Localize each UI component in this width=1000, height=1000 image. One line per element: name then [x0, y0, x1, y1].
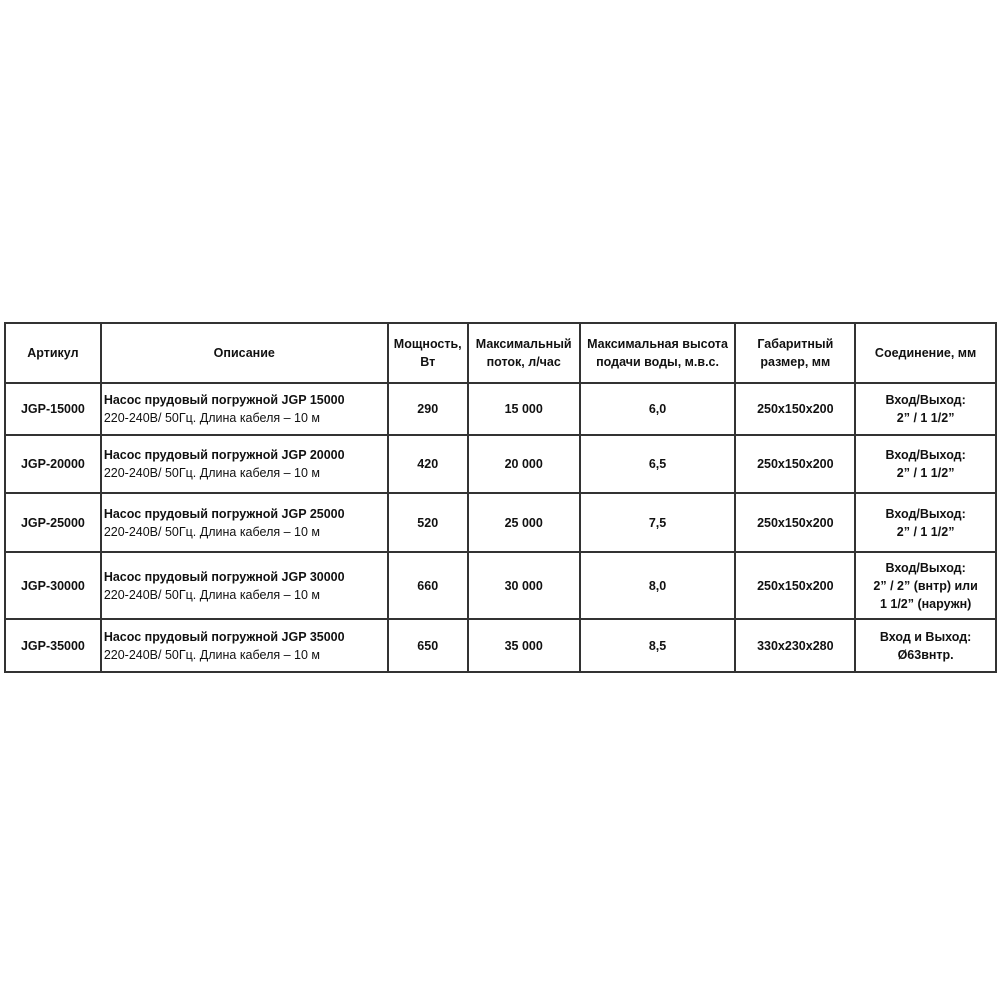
flow-cell: 25 000 [466, 492, 581, 553]
connection-line: Ø63внтр. [897, 647, 954, 662]
connection-line: Вход/Выход: [885, 560, 966, 575]
header-power: Мощность, Вт [386, 322, 469, 384]
power-cell: 290 [386, 382, 469, 436]
sku-cell: JGP-35000 [4, 618, 102, 673]
connection-line: Вход и Выход: [879, 629, 972, 644]
connection-line: 2” / 2” (внтр) или [873, 578, 978, 593]
flow-cell: 15 000 [466, 382, 581, 436]
header-description: Описание [99, 322, 389, 384]
connection-line: 2” / 1 1/2” [896, 411, 955, 425]
size-cell: 330x230x280 [734, 618, 857, 673]
table-row: JGP-35000 Насос прудовый погружной JGP 35… [4, 618, 997, 673]
connection-line: Вход/Выход: [885, 448, 966, 462]
description-cell: Насос прудовый погружной JGP 20000 220-24… [99, 434, 389, 494]
size-cell: 250x150x200 [734, 434, 857, 494]
table-row: JGP-30000 Насос прудовый погружной JGP 30… [4, 551, 997, 620]
description-cell: Насос прудовый погружной JGP 30000 220-24… [99, 551, 389, 620]
header-size: Габаритный размер, мм [734, 322, 857, 384]
description-sub: 220-240В/ 50Гц. Длина кабеля – 10 м [103, 587, 320, 602]
power-cell: 650 [386, 618, 469, 673]
table-row: JGP-25000 Насос прудовый погружной JGP 25… [4, 492, 997, 553]
description-title: Насос прудовый погружной JGP 30000 [103, 569, 345, 584]
description-cell: Насос прудовый погружной JGP 25000 220-24… [99, 492, 389, 553]
description-sub: 220-240В/ 50Гц. Длина кабеля – 10 м [103, 411, 320, 425]
connection-cell: Вход и Выход: Ø63внтр. [854, 618, 997, 673]
connection-cell: Вход/Выход: 2” / 1 1/2” [854, 492, 997, 553]
header-connection: Соединение, мм [854, 322, 997, 384]
height-cell: 6,0 [578, 382, 737, 436]
size-cell: 250x150x200 [734, 492, 857, 553]
height-cell: 8,0 [578, 551, 737, 620]
description-title: Насос прудовый погружной JGP 20000 [103, 448, 345, 462]
connection-line: 2” / 1 1/2” [896, 524, 955, 539]
header-height: Максимальная высота подачи воды, м.в.с. [578, 322, 737, 384]
description-title: Насос прудовый погружной JGP 25000 [103, 506, 345, 521]
connection-line: 2” / 1 1/2” [896, 466, 955, 480]
power-cell: 420 [386, 434, 469, 494]
flow-cell: 20 000 [466, 434, 581, 494]
connection-cell: Вход/Выход: 2” / 1 1/2” [854, 434, 997, 494]
header-sku: Артикул [4, 322, 102, 384]
size-cell: 250x150x200 [734, 382, 857, 436]
description-cell: Насос прудовый погружной JGP 35000 220-24… [99, 618, 389, 673]
connection-cell: Вход/Выход: 2” / 1 1/2” [854, 382, 997, 436]
description-sub: 220-240В/ 50Гц. Длина кабеля – 10 м [103, 647, 320, 662]
description-title: Насос прудовый погружной JGP 35000 [103, 629, 345, 644]
connection-cell: Вход/Выход: 2” / 2” (внтр) или 1 1/2” (нар… [854, 551, 997, 620]
description-cell: Насос прудовый погружной JGP 15000 220-24… [99, 382, 389, 436]
header-flow: Максимальный поток, л/час [466, 322, 581, 384]
header-row: Артикул Описание Мощность, Вт Максимальн… [4, 322, 997, 384]
description-title: Насос прудовый погружной JGP 15000 [103, 393, 345, 407]
sku-cell: JGP-20000 [4, 434, 102, 494]
height-cell: 6,5 [578, 434, 737, 494]
size-cell: 250x150x200 [734, 551, 857, 620]
pump-spec-table: Артикул Описание Мощность, Вт Максимальн… [4, 322, 997, 673]
sku-cell: JGP-15000 [4, 382, 102, 436]
description-sub: 220-240В/ 50Гц. Длина кабеля – 10 м [103, 466, 320, 480]
power-cell: 660 [386, 551, 469, 620]
power-cell: 520 [386, 492, 469, 553]
flow-cell: 35 000 [466, 618, 581, 673]
table-row: JGP-15000 Насос прудовый погружной JGP 15… [4, 382, 997, 436]
flow-cell: 30 000 [466, 551, 581, 620]
height-cell: 8,5 [578, 618, 737, 673]
height-cell: 7,5 [578, 492, 737, 553]
connection-line: 1 1/2” (наружн) [879, 596, 972, 611]
sku-cell: JGP-30000 [4, 551, 102, 620]
sku-cell: JGP-25000 [4, 492, 102, 553]
connection-line: Вход/Выход: [885, 506, 966, 521]
table-row: JGP-20000 Насос прудовый погружной JGP 20… [4, 434, 997, 494]
description-sub: 220-240В/ 50Гц. Длина кабеля – 10 м [103, 524, 320, 539]
connection-line: Вход/Выход: [885, 393, 966, 407]
